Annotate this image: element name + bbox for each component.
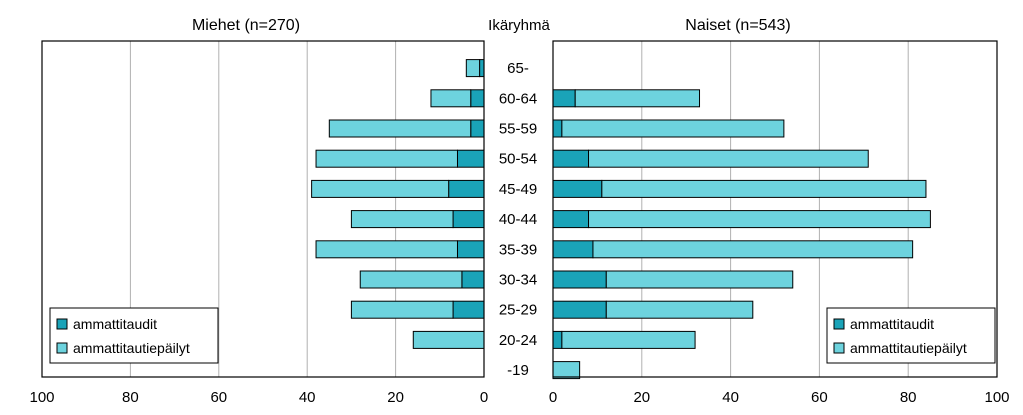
category-label: 30-34	[499, 272, 537, 289]
bar-ammattitautiepäilyt-naiset	[574, 89, 701, 108]
chart-title-miehet: Miehet (n=270)	[192, 17, 300, 34]
legend-swatch-ammattitautiepäilyt	[56, 342, 68, 354]
bar-ammattitautiepäilyt-naiset	[605, 270, 794, 289]
bar-ammattitautiepäilyt-naiset	[605, 300, 754, 319]
bar-ammattitaudit-naiset	[552, 210, 590, 229]
plot-frame-miehet	[41, 40, 485, 378]
bar-ammattitaudit-naiset	[552, 89, 576, 108]
bar-ammattitaudit-miehet	[452, 300, 485, 319]
bar-ammattitautiepäilyt-naiset	[561, 330, 696, 349]
bar-ammattitautiepäilyt-miehet	[350, 210, 454, 229]
bar-ammattitautiepäilyt-naiset	[561, 119, 785, 138]
tick-label-miehet: 20	[387, 389, 404, 406]
center-axis-label: Ikäryhmä	[488, 17, 550, 34]
category-label: 55-59	[499, 121, 537, 138]
bar-ammattitautiepäilyt-miehet	[430, 89, 472, 108]
bar-ammattitaudit-naiset	[552, 119, 563, 138]
legend-layer: ammattitaudit ammattitautiepäilyt ammattit…	[49, 307, 996, 364]
bar-ammattitaudit-miehet	[470, 89, 485, 108]
plot-frame-naiset	[552, 40, 998, 378]
category-label: 35-39	[499, 241, 537, 258]
bar-ammattitautiepäilyt-naiset	[592, 240, 914, 259]
category-label: 50-54	[499, 151, 537, 168]
bar-ammattitaudit-miehet	[448, 179, 485, 198]
tick-label-naiset: 100	[984, 389, 1009, 406]
category-label: 40-44	[499, 211, 537, 228]
bar-ammattitaudit-naiset	[552, 149, 590, 168]
bar-ammattitautiepäilyt-miehet	[350, 300, 454, 319]
labels-layer: 65- 60-64 55-59 50-54 45-49 40-44 35-39 30-34 25…	[29, 60, 1009, 406]
tick-label-miehet: 40	[299, 389, 316, 406]
tick-label-naiset: 40	[722, 389, 739, 406]
bar-ammattitaudit-miehet	[461, 270, 485, 289]
legend-swatch-ammattitaudit	[833, 318, 845, 330]
category-label: 60-64	[499, 90, 537, 107]
tick-label-miehet: 80	[122, 389, 139, 406]
tick-label-naiset: 60	[811, 389, 828, 406]
bars-layer	[311, 59, 931, 380]
tick-label-miehet: 100	[29, 389, 54, 406]
bar-ammattitaudit-miehet	[479, 59, 485, 78]
bar-ammattitaudit-miehet	[456, 240, 485, 259]
bar-ammattitaudit-naiset	[552, 179, 603, 198]
tick-label-miehet: 0	[480, 389, 488, 406]
bar-ammattitautiepäilyt-miehet	[465, 59, 481, 78]
bar-ammattitautiepäilyt-miehet	[359, 270, 463, 289]
bar-ammattitaudit-naiset	[552, 330, 563, 349]
bar-ammattitautiepäilyt-miehet	[311, 179, 450, 198]
bar-ammattitautiepäilyt-naiset	[601, 179, 927, 198]
category-label: 45-49	[499, 181, 537, 198]
legend-swatch-ammattitautiepäilyt	[833, 342, 845, 354]
legend-label-ammattitautiepäilyt: ammattitautiepäilyt	[73, 340, 190, 356]
category-label: 25-29	[499, 302, 537, 319]
bar-ammattitautiepäilyt-miehet	[328, 119, 472, 138]
legend-label-ammattitaudit: ammattitaudit	[73, 316, 157, 332]
chart-title-naiset: Naiset (n=543)	[685, 17, 790, 34]
bar-ammattitaudit-naiset	[552, 300, 607, 319]
legend-label-ammattitautiepäilyt: ammattitautiepäilyt	[850, 340, 967, 356]
frame-layer	[41, 40, 998, 378]
bar-ammattitaudit-naiset	[552, 270, 607, 289]
legend-label-ammattitaudit: ammattitaudit	[850, 316, 934, 332]
category-label: 65-	[507, 60, 529, 77]
tick-label-naiset: 80	[900, 389, 917, 406]
bar-ammattitautiepäilyt-miehet	[315, 240, 458, 259]
legend-swatch-ammattitaudit	[56, 318, 68, 330]
tick-label-miehet: 60	[210, 389, 227, 406]
bar-ammattitautiepäilyt-naiset	[588, 210, 931, 229]
bar-ammattitautiepäilyt-naiset	[552, 361, 581, 380]
bar-ammattitaudit-miehet	[456, 149, 485, 168]
bar-ammattitaudit-naiset	[552, 240, 594, 259]
legend-box-miehet	[49, 307, 219, 364]
category-label: -19	[507, 362, 529, 379]
bar-ammattitautiepäilyt-miehet	[412, 330, 485, 349]
bar-ammattitaudit-miehet	[470, 119, 485, 138]
bar-ammattitautiepäilyt-miehet	[315, 149, 458, 168]
bar-ammattitaudit-miehet	[452, 210, 485, 229]
tick-label-naiset: 20	[633, 389, 650, 406]
bar-ammattitautiepäilyt-naiset	[588, 149, 869, 168]
legend-box-naiset	[826, 307, 996, 364]
tick-label-naiset: 0	[549, 389, 557, 406]
category-label: 20-24	[499, 332, 537, 349]
